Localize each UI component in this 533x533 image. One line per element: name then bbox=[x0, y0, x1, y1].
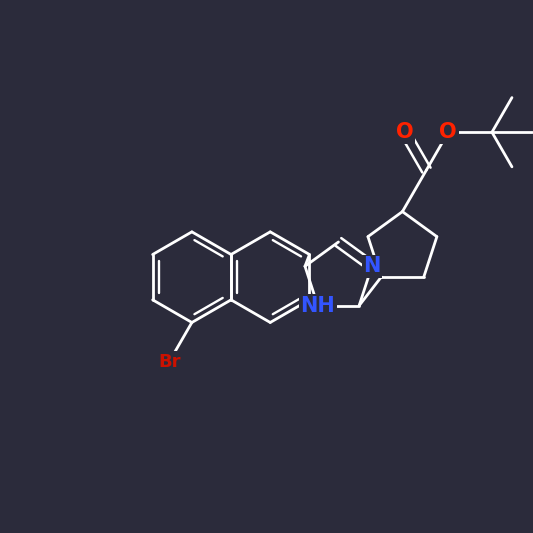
Text: NH: NH bbox=[301, 296, 335, 316]
Text: N: N bbox=[363, 256, 381, 276]
Text: O: O bbox=[439, 122, 457, 142]
Text: O: O bbox=[395, 122, 414, 142]
Text: Br: Br bbox=[158, 353, 181, 370]
